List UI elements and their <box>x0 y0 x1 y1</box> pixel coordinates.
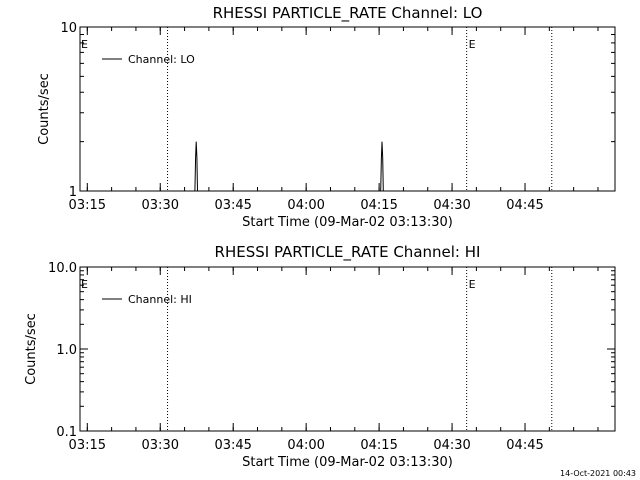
edge-marker-label: E <box>81 38 88 51</box>
event-marker-label: E <box>469 38 476 51</box>
x-tick-label: 04:00 <box>287 198 324 213</box>
y-axis-label: Counts/sec <box>24 313 39 385</box>
x-tick-label: 04:30 <box>433 198 470 213</box>
plot-frame <box>79 26 616 192</box>
y-tick-label: 1.0 <box>56 343 77 358</box>
series-line <box>194 141 384 192</box>
x-tick-label: 03:45 <box>214 198 251 213</box>
x-tick-label: 04:45 <box>506 438 543 453</box>
chart-title: RHESSI PARTICLE_RATE Channel: HI <box>215 243 481 262</box>
x-tick-label: 04:15 <box>360 438 397 453</box>
legend-label: Channel: HI <box>128 293 192 306</box>
chart-panel-lo: RHESSI PARTICLE_RATE Channel: LO 03:15 03:… <box>37 4 616 230</box>
legend-label: Channel: LO <box>128 53 195 66</box>
x-tick-label: 03:15 <box>69 438 106 453</box>
footer-timestamp: 14-Oct-2021 00:43 <box>560 469 636 478</box>
x-tick-label: 03:30 <box>142 438 179 453</box>
x-tick-label: 04:30 <box>433 438 470 453</box>
chart-panel-hi: RHESSI PARTICLE_RATE Channel: HI 03:15 03:… <box>24 243 616 470</box>
y-tick-label: 1 <box>69 185 77 200</box>
x-axis-label: Start Time (09-Mar-02 03:13:30) <box>242 455 453 470</box>
edge-marker-label: E <box>81 278 88 291</box>
y-tick-label: 10 <box>60 21 77 36</box>
x-tick-label: 04:45 <box>506 198 543 213</box>
chart-title: RHESSI PARTICLE_RATE Channel: LO <box>213 4 483 23</box>
x-tick-label: 04:15 <box>360 198 397 213</box>
x-tick-label: 04:00 <box>287 438 324 453</box>
y-tick-label: 0.1 <box>56 425 77 440</box>
x-tick-label: 03:30 <box>142 198 179 213</box>
event-marker-label: E <box>469 278 476 291</box>
y-axis-label: Counts/sec <box>37 73 52 145</box>
x-tick-label: 03:45 <box>214 438 251 453</box>
plot-frame <box>79 266 616 432</box>
y-tick-label: 10.0 <box>48 261 77 276</box>
x-axis-label: Start Time (09-Mar-02 03:13:30) <box>242 215 453 230</box>
x-tick-label: 03:15 <box>69 198 106 213</box>
